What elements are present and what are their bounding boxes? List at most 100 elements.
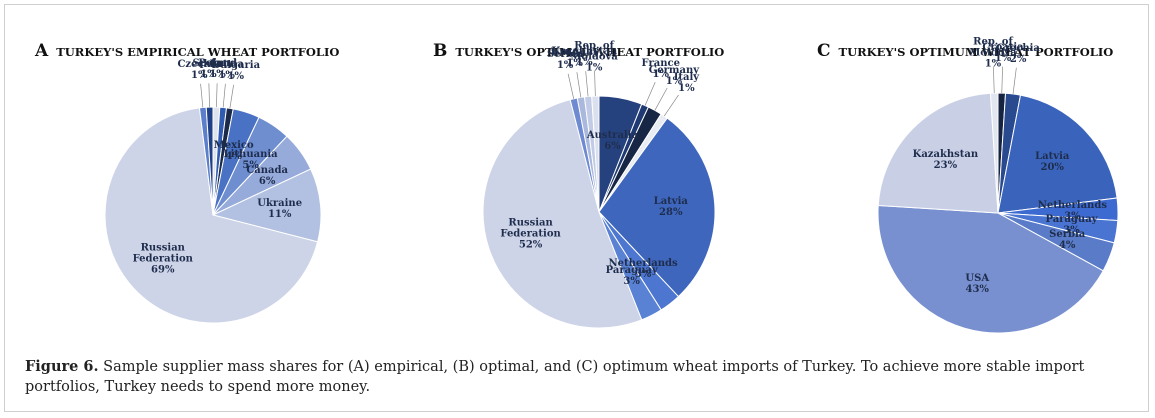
slice-label: Croatia 1% <box>968 42 1038 64</box>
slice-label: Canada 6% <box>232 165 302 187</box>
panel-title: C TURKEY'S OPTIMUM WHEAT PORTFOLIO <box>817 41 1113 61</box>
leader-line <box>208 83 210 108</box>
slice-label: Kazakhstan 23% <box>910 149 980 171</box>
slice-label: Australia 6% <box>577 130 647 152</box>
leader-line <box>200 83 204 108</box>
slice-name: Paraguay <box>1045 213 1098 225</box>
slice-name: Croatia <box>982 41 1024 53</box>
slice-value: 4% <box>1058 240 1076 252</box>
slice-label: Uruguay 1% <box>540 47 610 69</box>
slice-value: 69% <box>151 264 175 276</box>
slice-label: Kazakhstan 1% <box>549 46 619 68</box>
slice-value: 5% <box>242 159 259 171</box>
title-text: TURKEY'S EMPIRICAL WHEAT PORTFOLIO <box>56 45 340 59</box>
slice-name: Russian Federation <box>500 217 561 240</box>
slice-name: Rep. of Moldova <box>969 36 1017 59</box>
leader-line <box>1012 67 1017 94</box>
slice-label: Serbia 1% <box>530 49 600 71</box>
slice-label: Ukraine 11% <box>245 198 315 220</box>
slice-name: Kazakhstan <box>551 46 618 58</box>
slice-name: Mexico <box>213 140 254 152</box>
slice-value: 1% <box>227 71 245 83</box>
panel-letter: C <box>817 41 831 61</box>
slice-value: 3% <box>634 268 652 280</box>
pie-slice <box>104 107 319 324</box>
panel-title: A TURKEY'S EMPIRICAL WHEAT PORTFOLIO <box>35 41 339 61</box>
slice-label: Italy 1% <box>651 72 721 94</box>
slice-label: Latvia 1% <box>192 59 262 81</box>
slice-value: 2% <box>1009 53 1027 65</box>
slice-label: Serbia 4% <box>1032 229 1102 251</box>
slice-name: Czechia <box>996 42 1040 54</box>
slice-value: 20% <box>1040 162 1064 174</box>
slice-value: 3% <box>623 276 640 288</box>
leader-line <box>594 70 596 97</box>
pie-slice <box>211 168 322 243</box>
slice-name: Paraguay <box>605 265 658 277</box>
slice-name: Lithuania <box>223 148 278 160</box>
slice-name: Spain <box>192 58 225 70</box>
slice-name: Ukraine <box>257 197 303 209</box>
slice-name: USA <box>965 273 990 285</box>
slice-name: Serbia <box>547 49 584 61</box>
title-text: TURKEY'S OPTIMAL WHEAT PORTFOLIO <box>455 45 725 59</box>
leader-line <box>654 87 668 111</box>
slice-label: Poland 1% <box>183 58 253 80</box>
leader-line <box>567 73 575 99</box>
slice-value: 4% <box>225 151 242 163</box>
pie-slice <box>598 117 716 298</box>
pie-slice <box>482 99 643 329</box>
title-text: TURKEY'S OPTIMUM WHEAT PORTFOLIO <box>838 45 1114 59</box>
slice-label: Germany 1% <box>639 65 709 87</box>
slice-name: Rep. of Moldova <box>570 40 618 63</box>
slice-value: 1% <box>678 83 695 95</box>
slice-value: 1% <box>665 75 683 87</box>
slice-label: Rep. of Moldova 1% <box>559 40 629 73</box>
slice-name: Russian Federation <box>132 242 193 265</box>
slice-value: 11% <box>267 208 292 220</box>
leader-line <box>644 81 656 106</box>
caption-label: Figure 6. <box>25 358 99 375</box>
slice-label: Lithuania 5% <box>216 149 286 171</box>
slice-name: Germany <box>648 64 700 76</box>
slice-label: Spain 1% <box>173 58 243 80</box>
slice-name: Serbia <box>1049 229 1086 241</box>
leader-line <box>576 72 582 98</box>
slice-value: 6% <box>258 175 276 187</box>
slice-value: 3% <box>1063 224 1080 236</box>
slice-name: Kazakhstan <box>912 149 979 161</box>
slice-label: Mexico 4% <box>199 140 269 162</box>
slice-label: Netherlands 3% <box>608 258 678 280</box>
slice-name: Latvia <box>1035 151 1070 163</box>
slice-value: 1% <box>556 60 574 72</box>
slice-value: 1% <box>191 69 208 81</box>
slice-value: 52% <box>518 239 543 251</box>
leader-line <box>993 66 995 94</box>
slice-name: Poland <box>198 58 237 70</box>
leader-line <box>1001 66 1003 94</box>
slice-name: Canada <box>246 164 288 176</box>
figure: Figure 6. Sample supplier mass shares fo… <box>4 4 1149 412</box>
slice-value: 1% <box>984 58 1002 70</box>
slice-name: Czechia <box>177 58 222 70</box>
leader-line <box>222 83 226 108</box>
slice-value: 1% <box>576 57 593 69</box>
slice-value: 1% <box>218 69 235 81</box>
leader-line <box>663 94 679 117</box>
slice-name: Australia <box>586 130 639 142</box>
pie-slice <box>877 92 999 214</box>
slice-label: Paraguay 3% <box>1036 214 1106 236</box>
slice-label: Paraguay 3% <box>597 265 667 287</box>
slice-name: Latvia <box>653 196 688 208</box>
panel-letter: A <box>35 41 49 61</box>
slice-value: 43% <box>965 284 989 296</box>
panel-letter: B <box>433 41 448 61</box>
slice-name: Latvia <box>209 58 244 70</box>
slice-label: Czechia 2% <box>983 43 1053 65</box>
slice-label: Bulgaria 1% <box>201 60 271 82</box>
slice-name: Bulgaria <box>211 60 261 72</box>
pie-slice <box>997 94 1118 214</box>
caption: Figure 6. Sample supplier mass shares fo… <box>25 357 1125 397</box>
slice-value: 28% <box>659 207 683 219</box>
slice-label: Russian Federation 52% <box>496 218 566 251</box>
